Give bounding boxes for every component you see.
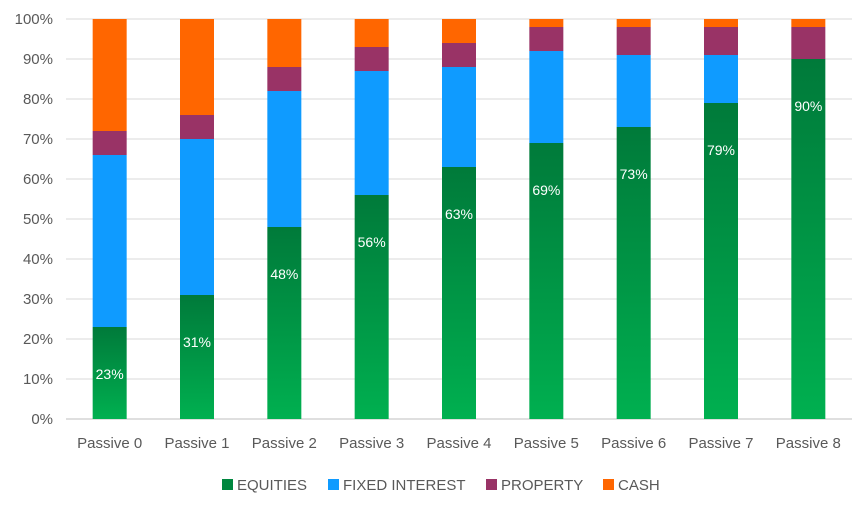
bar-segment-cash bbox=[704, 19, 738, 27]
y-tick-label: 20% bbox=[23, 331, 53, 348]
x-tick-label: Passive 5 bbox=[514, 435, 579, 452]
bar-segment-fixed-interest bbox=[267, 91, 302, 227]
y-tick-label: 60% bbox=[23, 171, 53, 188]
legend-swatch bbox=[222, 479, 233, 490]
bar-segment-cash bbox=[442, 19, 476, 43]
y-tick-label: 30% bbox=[23, 291, 53, 308]
x-tick-label: Passive 4 bbox=[426, 435, 491, 452]
bar-segment-cash bbox=[92, 19, 127, 131]
bar-segment-property bbox=[442, 43, 476, 67]
y-tick-label: 70% bbox=[23, 131, 53, 148]
legend-swatch bbox=[328, 479, 339, 490]
bar-segment-equities bbox=[354, 195, 389, 419]
bar-segment-property bbox=[791, 27, 826, 59]
x-tick-label: Passive 0 bbox=[77, 435, 142, 452]
x-tick-label: Passive 8 bbox=[776, 435, 841, 452]
bar-segment-fixed-interest bbox=[442, 67, 476, 167]
bar-segment-fixed-interest bbox=[616, 55, 651, 127]
x-tick-label: Passive 1 bbox=[164, 435, 229, 452]
bar-segment-equities bbox=[791, 59, 826, 419]
y-tick-label: 80% bbox=[23, 91, 53, 108]
data-label: 90% bbox=[794, 98, 822, 114]
bar-segment-cash bbox=[791, 19, 826, 27]
data-label: 23% bbox=[96, 366, 124, 382]
legend-label: CASH bbox=[618, 477, 660, 494]
bar-segment-cash bbox=[354, 19, 389, 47]
bar-segment-cash bbox=[180, 19, 214, 115]
y-tick-label: 90% bbox=[23, 51, 53, 68]
bar-segment-fixed-interest bbox=[529, 51, 564, 143]
x-axis-tick-labels: Passive 0 Passive 1 Passive 2 Passive 3 Pass… bbox=[77, 435, 841, 452]
legend-label: EQUITIES bbox=[237, 477, 307, 494]
bar-segment-fixed-interest bbox=[704, 55, 738, 103]
data-label: 56% bbox=[358, 234, 386, 250]
data-label: 73% bbox=[620, 166, 648, 182]
bar-segment-property bbox=[354, 47, 389, 71]
legend: EQUITIES FIXED INTEREST PROPERTY CASH bbox=[222, 477, 660, 494]
bar-segment-equities bbox=[616, 127, 651, 419]
legend-label: FIXED INTEREST bbox=[343, 477, 466, 494]
data-labels: 23% 31% 48% 56% 63% 69% 73% 79% 90% bbox=[96, 98, 823, 382]
y-axis-tick-labels: 0% 10% 20% 30% 40% 50% 60% 70% 80% 90% 100% bbox=[15, 11, 53, 428]
bar-segment-property bbox=[92, 131, 127, 155]
x-tick-label: Passive 7 bbox=[688, 435, 753, 452]
bar-segment-fixed-interest bbox=[354, 71, 389, 195]
bar-segment-fixed-interest bbox=[92, 155, 127, 327]
legend-swatch bbox=[603, 479, 614, 490]
y-tick-label: 40% bbox=[23, 251, 53, 268]
y-tick-label: 0% bbox=[31, 411, 53, 428]
x-tick-label: Passive 2 bbox=[252, 435, 317, 452]
bar-segment-equities bbox=[92, 327, 127, 419]
bar-segment-cash bbox=[529, 19, 564, 27]
data-label: 69% bbox=[532, 182, 560, 198]
x-tick-label: Passive 3 bbox=[339, 435, 404, 452]
bar-segment-property bbox=[704, 27, 738, 55]
y-tick-label: 10% bbox=[23, 371, 53, 388]
bar-segment-equities bbox=[442, 167, 476, 419]
data-label: 31% bbox=[183, 334, 211, 350]
bar-segment-fixed-interest bbox=[180, 139, 214, 295]
bar-segment-equities bbox=[529, 143, 564, 419]
bar-segment-cash bbox=[267, 19, 302, 67]
bar-segment-equities bbox=[704, 103, 738, 419]
bar-segment-equities bbox=[180, 295, 214, 419]
data-label: 63% bbox=[445, 206, 473, 222]
x-tick-label: Passive 6 bbox=[601, 435, 666, 452]
bar-segment-equities bbox=[267, 227, 302, 419]
bars bbox=[92, 19, 826, 419]
legend-swatch bbox=[486, 479, 497, 490]
bar-segment-property bbox=[529, 27, 564, 51]
y-tick-label: 50% bbox=[23, 211, 53, 228]
bar-segment-cash bbox=[616, 19, 651, 27]
bar-segment-property bbox=[180, 115, 214, 139]
y-tick-label: 100% bbox=[15, 11, 53, 28]
bar-segment-property bbox=[616, 27, 651, 55]
data-label: 48% bbox=[270, 266, 298, 282]
data-label: 79% bbox=[707, 142, 735, 158]
legend-label: PROPERTY bbox=[501, 477, 583, 494]
bar-segment-property bbox=[267, 67, 302, 91]
